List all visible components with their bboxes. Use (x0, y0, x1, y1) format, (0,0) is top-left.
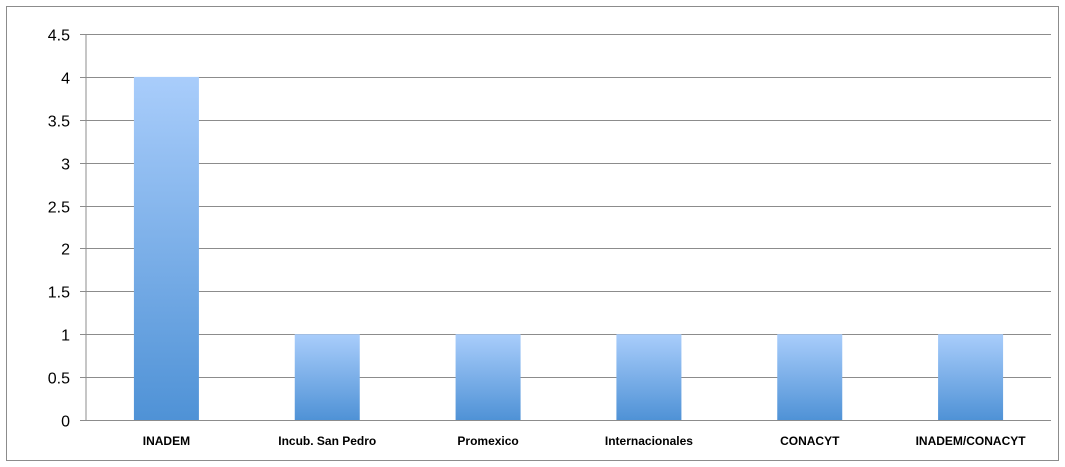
x-category-label: Internacionales (605, 434, 693, 448)
bar (938, 334, 1004, 420)
y-tick-label: 3 (61, 157, 70, 174)
x-axis-labels: INADEM Incub. San Pedro Promexico Internaci… (143, 434, 1027, 448)
x-category-label: INADEM/CONACYT (916, 434, 1027, 448)
x-category-label: CONACYT (780, 434, 840, 448)
y-tick-label: 2.5 (48, 200, 70, 217)
x-category-label: INADEM (143, 434, 190, 448)
y-tick-label: 1 (61, 328, 70, 345)
y-tick-label: 4 (61, 71, 70, 88)
gridlines (80, 34, 1051, 421)
x-category-label: Incub. San Pedro (278, 434, 376, 448)
y-tick-label: 3.5 (48, 114, 70, 131)
x-category-label: Promexico (457, 434, 518, 448)
y-tick-label: 2 (61, 242, 70, 259)
bar (133, 76, 199, 420)
bar (616, 334, 682, 420)
y-tick-label: 0 (61, 414, 70, 431)
bars (133, 76, 1004, 420)
y-tick-label: 0.5 (48, 371, 70, 388)
y-axis-ticks: 0 0.5 1 1.5 2 2.5 3 3.5 4 4.5 (48, 28, 70, 431)
bar (294, 334, 360, 420)
bar (777, 334, 843, 420)
y-tick-label: 4.5 (48, 28, 70, 45)
bar (455, 334, 521, 420)
y-tick-label: 1.5 (48, 285, 70, 302)
